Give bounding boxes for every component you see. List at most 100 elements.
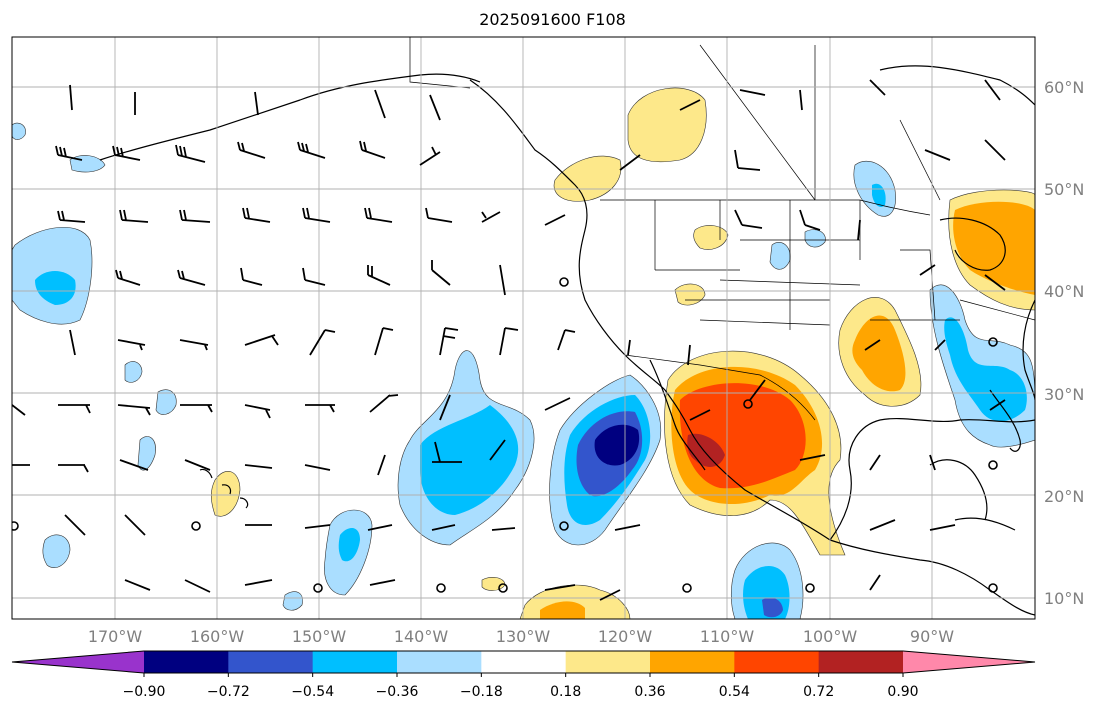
wind-barb <box>242 207 271 223</box>
wind-barb <box>419 146 441 166</box>
lon-label-150w: 150°W <box>292 627 347 646</box>
wind-barb <box>491 527 516 531</box>
wind-barb <box>929 524 956 531</box>
border-alaska-canada <box>409 37 471 89</box>
colorbar-segment <box>650 651 735 673</box>
wind-barb <box>369 394 399 413</box>
lon-label-120w: 120°W <box>598 627 653 646</box>
wind-barb <box>367 265 391 286</box>
colorbar-tick-label: −0.36 <box>376 684 419 700</box>
positive-anomaly-bc <box>553 155 622 202</box>
wind-barb <box>374 327 394 356</box>
wind-barb <box>179 339 209 351</box>
coastline-atlantic <box>1022 299 1035 401</box>
wind-barb <box>244 579 273 586</box>
coastline-gulf-of-mexico <box>829 417 1035 541</box>
wind-barb <box>869 454 881 471</box>
lon-label-160w: 160°W <box>190 627 245 646</box>
wind-barb <box>184 579 211 593</box>
wind-barb <box>557 329 576 351</box>
colorbar-segment <box>734 651 820 673</box>
map-frame <box>11 36 1036 620</box>
longitude-labels: 170°W 160°W 150°W 140°W 130°W 120°W 110°… <box>88 627 954 646</box>
negative-anomaly-small-b <box>124 361 143 383</box>
wind-barb <box>431 260 451 286</box>
wind-barb <box>244 404 271 419</box>
wind-barb <box>374 89 386 119</box>
wind-barb <box>431 524 456 531</box>
colorbar-tick-label: 0.54 <box>719 684 750 700</box>
coastline-alaska <box>99 73 481 161</box>
wind-barb <box>799 454 826 461</box>
coastline-great-lakes <box>939 217 1006 271</box>
negative-anomaly-small-d <box>137 436 156 471</box>
wind-barb <box>237 141 266 159</box>
wind-barb <box>254 91 259 116</box>
colorbar-segment <box>481 651 567 673</box>
wind-barb <box>124 579 151 591</box>
wind-barb <box>687 344 691 366</box>
wind-barb <box>302 267 326 286</box>
coastline-cuba <box>954 517 1016 531</box>
colorbar-segment <box>144 651 229 673</box>
wind-barb <box>739 89 766 96</box>
wind-barb <box>499 264 506 296</box>
wind-barb <box>864 339 881 351</box>
colorbar-tick-label: 0.36 <box>634 684 665 700</box>
colorbar-tick-label: 0.72 <box>803 684 834 700</box>
colorbar-segment <box>565 651 651 673</box>
negative-anomaly-small-g <box>804 229 826 248</box>
wind-barbs <box>12 79 1006 601</box>
negative-anomaly-small-h <box>282 591 303 611</box>
positive-anomaly-canada <box>627 87 707 163</box>
lat-label-10n: 10°N <box>1044 589 1084 608</box>
lat-label-40n: 40°N <box>1044 282 1084 301</box>
colorbar-tick-label: −0.90 <box>123 684 166 700</box>
positive-anomaly-small1 <box>693 225 729 250</box>
wind-barb <box>64 514 86 536</box>
wind-barb <box>58 464 89 473</box>
colorbar: −0.90 −0.72 −0.54 −0.36 −0.18 0.18 0.36 0.54 0.7… <box>11 650 1036 700</box>
wind-barb <box>439 327 459 356</box>
negative-anomaly-southeast-2 <box>944 317 1027 422</box>
negative-anomaly-small-e2 <box>872 183 886 207</box>
wind-barb <box>124 514 146 536</box>
map-title: 2025091600 F108 <box>479 10 626 29</box>
calm-wind-markers <box>12 277 998 593</box>
lon-label-130w: 130°W <box>496 627 551 646</box>
filled-contours <box>12 87 1035 619</box>
wind-barb <box>619 154 641 171</box>
wind-barb <box>117 404 151 416</box>
wind-barb <box>544 397 571 411</box>
wind-barb <box>924 149 951 161</box>
positive-anomaly-greatlakes-2 <box>953 201 1035 295</box>
wind-barb <box>734 209 763 229</box>
colorbar-extend-max <box>903 651 1035 673</box>
wind-barb <box>869 79 886 96</box>
wind-barb <box>544 584 576 591</box>
negative-anomaly-small-c <box>155 389 177 415</box>
lon-label-170w: 170°W <box>88 627 143 646</box>
wind-barb <box>934 339 946 351</box>
negative-anomaly-150w-2 <box>338 528 360 562</box>
wind-barb <box>432 441 462 463</box>
wind-barb <box>57 210 86 223</box>
colorbar-tick-label: −0.18 <box>460 684 503 700</box>
lon-label-110w: 110°W <box>700 627 755 646</box>
colorbar-tick-label: −0.72 <box>207 684 250 700</box>
wind-barb <box>369 579 396 586</box>
wind-barb <box>429 94 441 121</box>
wind-barb <box>984 139 1006 161</box>
wind-barb <box>119 459 149 471</box>
wind-barb <box>869 519 896 531</box>
wind-barb <box>69 84 73 111</box>
lon-label-100w: 100°W <box>803 627 858 646</box>
positive-anomaly-south-2 <box>540 601 585 619</box>
coastline-baja <box>649 359 706 471</box>
wind-barb <box>180 404 213 413</box>
border-us-mexico <box>624 354 816 421</box>
positive-anomaly-south-plains-2 <box>852 315 906 392</box>
latitude-labels: 60°N 50°N 40°N 30°N 20°N 10°N <box>1044 78 1084 608</box>
wind-barb <box>179 209 211 223</box>
